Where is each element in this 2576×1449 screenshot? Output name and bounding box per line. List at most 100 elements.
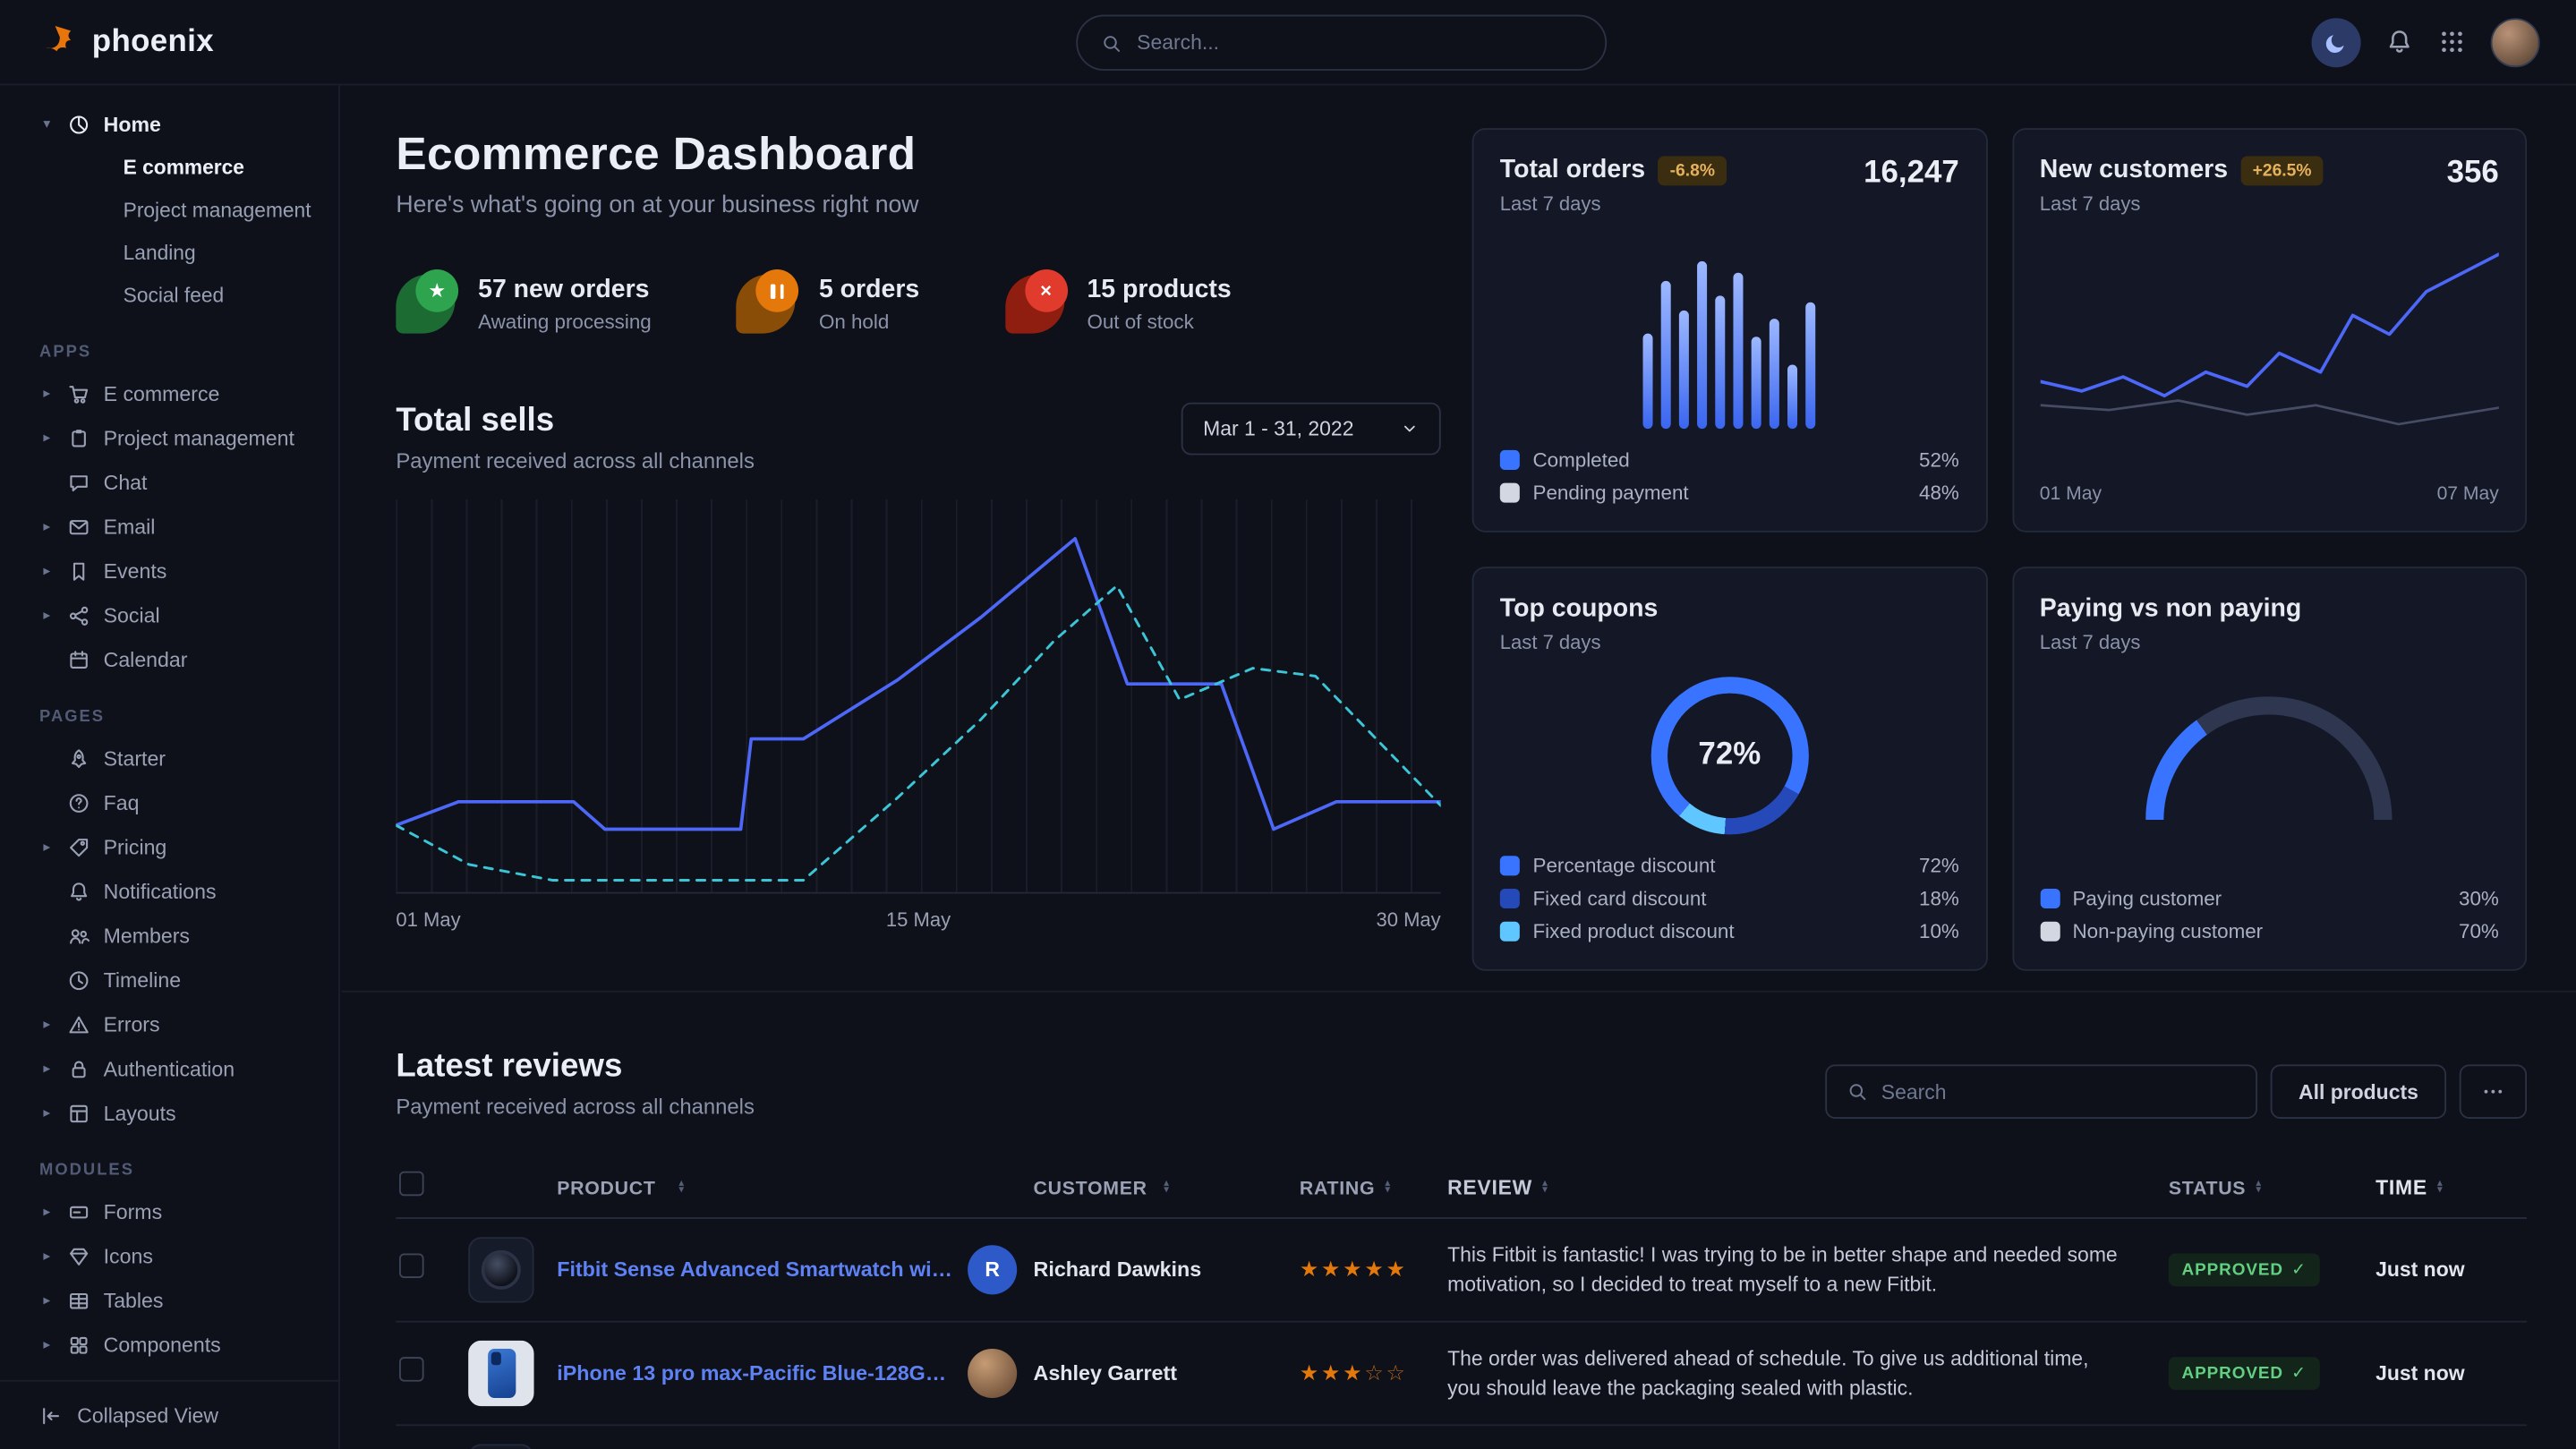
theme-toggle-button[interactable] <box>2311 17 2361 67</box>
row-checkbox[interactable] <box>399 1253 424 1279</box>
sidebar-item-notifications[interactable]: Notifications <box>0 869 338 914</box>
product-link[interactable]: Fitbit Sense Advanced Smartwatch with To… <box>557 1257 954 1282</box>
rocket-icon <box>71 748 87 768</box>
caret-right-icon: ▸ <box>43 1059 51 1077</box>
product-link[interactable]: iPhone 13 pro max-Pacific Blue-128GB sto… <box>557 1361 954 1385</box>
pie-icon <box>70 115 89 133</box>
status-label: APPROVED <box>2181 1261 2283 1280</box>
x-label-start: 01 May <box>2039 484 2103 505</box>
sidebar-item-label: Timeline <box>103 968 182 992</box>
column-header-review[interactable]: REVIEW ▴ ▾ <box>1447 1176 1548 1199</box>
caret-right-icon: ▸ <box>43 1104 51 1121</box>
legend-value: 72% <box>1919 853 1959 877</box>
sidebar-item-errors[interactable]: ▸ Errors <box>0 1002 338 1047</box>
sidebar-item-e-commerce[interactable]: E commerce <box>123 156 244 180</box>
notifications-button[interactable] <box>2385 28 2413 55</box>
apps-grid-button[interactable] <box>2438 28 2466 55</box>
calendar-icon <box>70 650 88 669</box>
total-orders-card: Total orders -6.8% Last 7 days 16,247 Co… <box>1471 128 1988 533</box>
sidebar-item-timeline[interactable]: Timeline <box>0 958 338 1002</box>
dashboard-left-column: Ecommerce Dashboard Here's what's going … <box>396 128 1441 991</box>
column-header-rating[interactable]: RATING ▴ ▾ <box>1299 1177 1392 1198</box>
new-customers-card: New customers +26.5% Last 7 days 356 01 … <box>2011 128 2527 533</box>
top-navbar: phoenix <box>0 0 2576 86</box>
sidebar-item-components[interactable]: ▸ Components <box>0 1323 338 1368</box>
chevron-icon <box>1404 425 1415 432</box>
sidebar-item-forms[interactable]: ▸ Forms <box>0 1189 338 1234</box>
date-range-select[interactable]: Mar 1 - 31, 2022 <box>1181 402 1441 456</box>
caret-right-icon: ▸ <box>43 1015 51 1032</box>
sidebar-item-pricing[interactable]: ▸ Pricing <box>0 824 338 869</box>
sidebar-item-project-management[interactable]: ▸ Project management <box>0 415 338 460</box>
sidebar-item-social-feed[interactable]: Social feed <box>123 284 225 308</box>
grid-icon <box>2442 31 2462 53</box>
paying-card: Paying vs non paying Last 7 days Paying … <box>2011 566 2527 970</box>
sidebar-item-landing[interactable]: Landing <box>123 241 196 265</box>
caret-right-icon: ▸ <box>43 1335 51 1352</box>
select-all-checkbox[interactable] <box>399 1171 424 1197</box>
page-subtitle: Here's what's going on at your business … <box>396 192 919 219</box>
stat-awating-processing: ★ 57 new orders Awating processing <box>396 269 652 334</box>
global-search[interactable] <box>1076 14 1608 71</box>
row-checkbox[interactable] <box>399 1357 424 1382</box>
new-customers-value: 356 <box>2446 156 2499 191</box>
all-products-button[interactable]: All products <box>2270 1064 2447 1119</box>
sidebar-item-calendar[interactable]: Calendar <box>0 637 338 682</box>
legend-item-fixed-card-discount: Fixed card discount 18% <box>1499 886 1959 909</box>
legend-label: Fixed product discount <box>1532 918 1735 942</box>
brand[interactable]: phoenix <box>36 19 214 64</box>
column-header-status[interactable]: STATUS ▴ ▾ <box>2168 1177 2262 1198</box>
sidebar-item-home[interactable]: ▾ Home <box>0 102 338 147</box>
legend-value: 70% <box>2458 918 2499 942</box>
star-icon: ☆ <box>1386 1360 1408 1385</box>
sidebar-item-authentication[interactable]: ▸ Authentication <box>0 1046 338 1091</box>
sidebar-item-events[interactable]: ▸ Events <box>0 549 338 593</box>
global-search-input[interactable] <box>1137 30 1582 55</box>
sidebar-item-chat[interactable]: Chat <box>0 460 338 505</box>
column-header-time[interactable]: TIME ▴ ▾ <box>2376 1176 2444 1199</box>
legend-label: Percentage discount <box>1532 853 1716 877</box>
sidebar-item-label: Components <box>103 1333 221 1357</box>
customer-avatar <box>968 1348 1018 1399</box>
check-icon: ✓ <box>2291 1262 2307 1281</box>
x-label-end: 07 May <box>2436 484 2499 505</box>
tag-icon <box>70 838 89 857</box>
sidebar-item-faq[interactable]: Faq <box>0 780 338 825</box>
star-icon: ★ <box>1386 1257 1408 1282</box>
sidebar-item-layouts[interactable]: ▸ Layouts <box>0 1091 338 1136</box>
column-header-customer[interactable]: CUSTOMER ▴ ▾ <box>1033 1177 1170 1198</box>
caret-right-icon: ▸ <box>43 1202 51 1219</box>
sidebar-item-starter[interactable]: Starter <box>0 736 338 780</box>
sidebar-item-icons[interactable]: ▸ Icons <box>0 1233 338 1278</box>
sort-icon: ▴ ▾ <box>2436 1178 2444 1197</box>
clipboard-icon <box>72 429 86 447</box>
sidebar-item-project-management[interactable]: Project management <box>123 199 311 222</box>
caret-right-icon: ▸ <box>43 561 51 579</box>
user-avatar[interactable] <box>2490 17 2540 67</box>
sidebar-item-tables[interactable]: ▸ Tables <box>0 1278 338 1323</box>
sidebar-item-members[interactable]: Members <box>0 914 338 959</box>
reviews-search[interactable] <box>1825 1064 2258 1119</box>
column-header-product[interactable]: PRODUCT ▴ ▾ <box>557 1177 686 1198</box>
sidebar-item-email[interactable]: ▸ Email <box>0 504 338 549</box>
stat-subtitle: Out of stock <box>1087 309 1194 333</box>
collapse-view-toggle[interactable]: Collapsed View <box>0 1379 339 1449</box>
sidebar-item-e-commerce[interactable]: ▸ E commerce <box>0 371 338 416</box>
chevron-down-icon <box>1400 419 1420 439</box>
sidebar-item-social[interactable]: ▸ Social <box>0 593 338 638</box>
sidebar-section-label-modules: MODULES <box>39 1161 134 1180</box>
search-icon <box>1101 32 1122 54</box>
status-label: APPROVED <box>2181 1364 2283 1384</box>
lock-icon <box>72 1060 86 1078</box>
more-options-button[interactable] <box>2459 1064 2527 1119</box>
total-orders-bar-chart <box>1500 238 1959 430</box>
donut-center: 72% <box>1667 692 1793 818</box>
legend-item-completed: Completed 52% <box>1499 448 1959 472</box>
reviews-search-input[interactable] <box>1881 1079 2237 1104</box>
review-row: iPhone 13 pro max-Pacific Blue-128GB sto… <box>396 1323 2527 1427</box>
star-icon: ★ <box>1299 1257 1322 1282</box>
sidebar-item-label: Calendar <box>103 648 188 671</box>
caret-right-icon: ▸ <box>43 1291 51 1308</box>
sort-icon: ▴ ▾ <box>1385 1178 1392 1197</box>
